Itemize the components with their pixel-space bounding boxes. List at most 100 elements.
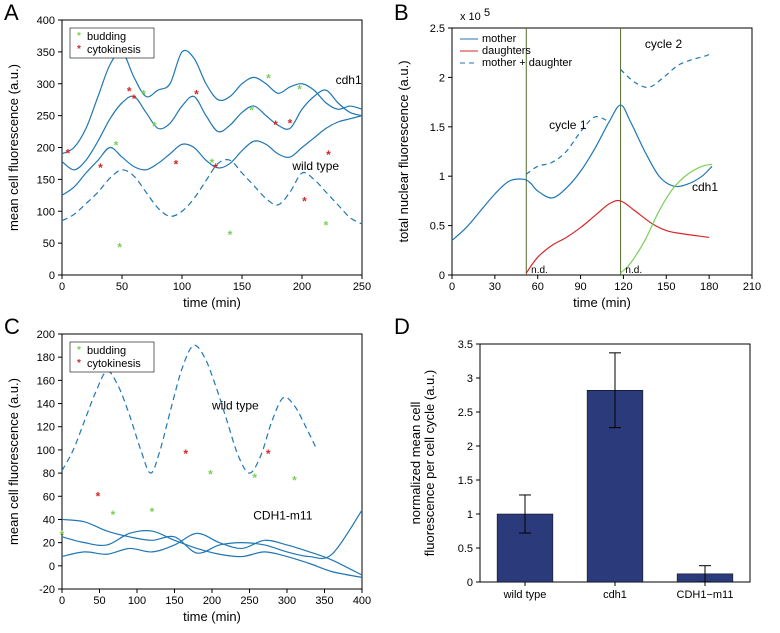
svg-text:x 10: x 10	[460, 11, 481, 23]
svg-text:1: 1	[439, 171, 445, 183]
svg-text:250: 250	[353, 281, 371, 293]
svg-text:n.d.: n.d.	[531, 265, 548, 276]
svg-text:2: 2	[467, 441, 473, 453]
svg-text:time (min): time (min)	[183, 609, 241, 624]
svg-text:*: *	[183, 447, 188, 461]
svg-text:*: *	[77, 358, 81, 369]
svg-text:250: 250	[240, 595, 258, 607]
svg-text:200: 200	[203, 595, 221, 607]
svg-text:*: *	[249, 104, 254, 118]
panel-d-svg: 00.511.522.533.5normalized mean cellfluo…	[390, 314, 780, 628]
svg-text:400: 400	[353, 595, 371, 607]
svg-text:n.d.: n.d.	[625, 265, 642, 276]
svg-text:100: 100	[37, 206, 55, 218]
svg-text:*: *	[273, 118, 278, 132]
svg-text:*: *	[266, 447, 271, 461]
svg-text:budding: budding	[87, 345, 126, 357]
svg-text:*: *	[60, 528, 65, 542]
panel-a: A 05010015020025005010015020025030035040…	[0, 0, 390, 314]
svg-text:*: *	[132, 92, 137, 106]
svg-text:120: 120	[37, 422, 55, 434]
svg-text:time (min): time (min)	[573, 295, 631, 310]
svg-text:time (min): time (min)	[183, 295, 241, 310]
svg-text:140: 140	[37, 399, 55, 411]
svg-text:*: *	[141, 88, 146, 102]
svg-text:*: *	[77, 31, 81, 42]
svg-text:350: 350	[37, 47, 55, 59]
svg-text:200: 200	[37, 329, 55, 341]
svg-text:mean cell fluorescence (a.u.): mean cell fluorescence (a.u.)	[6, 64, 21, 231]
svg-text:60: 60	[43, 491, 55, 503]
panel-d: D 00.511.522.533.5normalized mean cellfl…	[390, 314, 780, 628]
svg-text:2.5: 2.5	[458, 407, 473, 419]
svg-text:100: 100	[173, 281, 191, 293]
svg-text:2: 2	[439, 72, 445, 84]
svg-text:*: *	[117, 241, 122, 255]
svg-text:mother + daughter: mother + daughter	[482, 57, 573, 69]
svg-text:*: *	[292, 473, 297, 487]
svg-text:*: *	[114, 139, 119, 153]
svg-text:*: *	[152, 119, 157, 133]
svg-text:cdh1: cdh1	[336, 73, 362, 87]
svg-text:0: 0	[49, 270, 55, 282]
svg-text:50: 50	[43, 238, 55, 250]
svg-text:*: *	[324, 218, 329, 232]
svg-text:cytokinesis: cytokinesis	[87, 358, 141, 370]
svg-text:*: *	[150, 505, 155, 519]
svg-text:*: *	[77, 44, 81, 55]
svg-text:180: 180	[700, 281, 718, 293]
panel-a-svg: 050100150200250050100150200250300350400t…	[0, 0, 390, 314]
svg-text:30: 30	[489, 281, 501, 293]
svg-text:1.5: 1.5	[458, 475, 473, 487]
svg-text:wild type: wild type	[291, 159, 339, 173]
svg-text:50: 50	[116, 281, 128, 293]
svg-text:80: 80	[43, 468, 55, 480]
svg-text:160: 160	[37, 375, 55, 387]
svg-text:budding: budding	[87, 31, 126, 43]
svg-text:250: 250	[37, 111, 55, 123]
svg-text:cdh1: cdh1	[603, 589, 627, 601]
svg-text:400: 400	[37, 15, 55, 27]
svg-text:*: *	[194, 88, 199, 102]
svg-text:wild type: wild type	[211, 398, 259, 412]
svg-text:2.5: 2.5	[430, 23, 445, 35]
svg-text:*: *	[77, 345, 81, 356]
svg-text:60: 60	[532, 281, 544, 293]
svg-text:*: *	[228, 228, 233, 242]
svg-text:*: *	[98, 161, 103, 175]
svg-text:40: 40	[43, 514, 55, 526]
panel-c-svg: 050100150200250300350400-200204060801001…	[0, 314, 390, 628]
svg-text:0: 0	[59, 595, 65, 607]
panel-d-label: D	[394, 314, 410, 340]
panel-b-svg: 030609012015018021000.511.522.5time (min…	[390, 0, 780, 314]
svg-text:cycle 2: cycle 2	[645, 37, 683, 51]
svg-text:*: *	[288, 116, 293, 130]
svg-text:0.5: 0.5	[458, 543, 473, 555]
svg-text:3.5: 3.5	[458, 339, 473, 351]
svg-text:100: 100	[37, 445, 55, 457]
panel-b: B 030609012015018021000.511.522.5time (m…	[390, 0, 780, 314]
svg-text:100: 100	[128, 595, 146, 607]
svg-text:normalized mean cell: normalized mean cell	[408, 401, 423, 524]
svg-text:*: *	[252, 471, 257, 485]
svg-text:300: 300	[278, 595, 296, 607]
svg-text:*: *	[111, 508, 116, 522]
svg-text:*: *	[213, 161, 218, 175]
svg-text:150: 150	[37, 174, 55, 186]
svg-text:150: 150	[165, 595, 183, 607]
svg-text:0: 0	[467, 577, 473, 589]
svg-text:150: 150	[233, 281, 251, 293]
svg-text:mean cell fluorescence (a.u.): mean cell fluorescence (a.u.)	[6, 378, 21, 545]
svg-text:0.5: 0.5	[430, 221, 445, 233]
svg-text:wild type: wild type	[503, 589, 547, 601]
svg-text:300: 300	[37, 79, 55, 91]
svg-text:*: *	[266, 72, 271, 86]
svg-text:150: 150	[657, 281, 675, 293]
svg-text:daughters: daughters	[482, 45, 531, 57]
svg-text:3: 3	[467, 373, 473, 385]
svg-text:0: 0	[49, 561, 55, 573]
svg-text:*: *	[96, 490, 101, 504]
svg-text:mother: mother	[482, 33, 517, 45]
svg-text:20: 20	[43, 538, 55, 550]
svg-text:cdh1: cdh1	[692, 180, 718, 194]
